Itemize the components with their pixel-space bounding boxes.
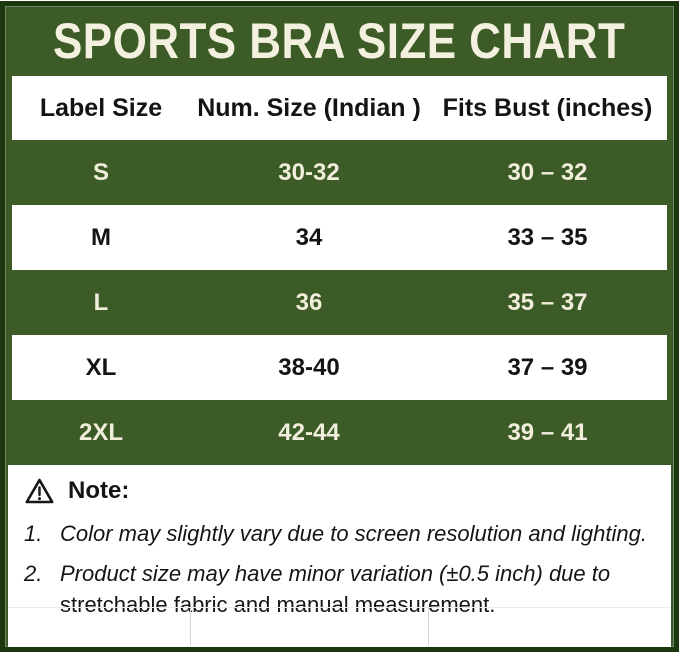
- cell-label: 2XL: [78, 418, 123, 446]
- note-heading-label: Note:: [68, 477, 130, 504]
- column-header-label-size: Label Size: [39, 93, 163, 122]
- empty-table-row: [8, 607, 671, 647]
- table-row-xl: XL 38-40 37 – 39: [12, 335, 667, 400]
- table-row-s: S 30-32 30 – 32: [12, 140, 667, 205]
- table-row-l: L 36 35 – 37: [12, 270, 667, 335]
- cell-label: XL: [85, 353, 117, 381]
- note-item-number: 1.: [24, 521, 43, 546]
- note-item-text: Product size may have minor variation (±…: [60, 561, 611, 617]
- cell-num-size: 34: [295, 223, 323, 251]
- table-header-row: Label Size Num. Size (Indian ) Fits Bust…: [12, 76, 667, 140]
- cell-label: M: [91, 223, 111, 251]
- cell-bust: 37 – 39: [507, 353, 588, 381]
- cell-bust: 33 – 35: [507, 223, 588, 251]
- note-item-2: 2. Product size may have minor variation…: [24, 558, 657, 620]
- page-title: SPORTS BRA SIZE CHART: [53, 13, 626, 69]
- column-header-fits-bust: Fits Bust (inches): [442, 93, 653, 122]
- note-item-number: 2.: [24, 561, 43, 586]
- cell-num-size: 42-44: [278, 418, 340, 446]
- cell-num-size: 38-40: [278, 353, 340, 381]
- warning-icon: [25, 478, 54, 504]
- table-row-m: M 34 33 – 35: [12, 205, 667, 270]
- cell-bust: 39 – 41: [507, 418, 588, 446]
- note-section: Note: 1. Color may slightly vary due to …: [8, 465, 671, 647]
- cell-label: L: [93, 288, 109, 316]
- column-divider: [190, 608, 191, 645]
- cell-label: S: [92, 158, 109, 186]
- cell-bust: 30 – 32: [507, 158, 588, 186]
- note-item-text: Color may slightly vary due to screen re…: [60, 521, 647, 546]
- cell-num-size: 30-32: [278, 158, 340, 186]
- title-band: SPORTS BRA SIZE CHART: [5, 6, 674, 76]
- note-heading: Note:: [24, 477, 657, 505]
- column-divider: [428, 608, 429, 645]
- cell-bust: 35 – 37: [507, 288, 588, 316]
- table-row-2xl: 2XL 42-44 39 – 41: [12, 400, 667, 465]
- column-header-num-size: Num. Size (Indian ): [197, 93, 421, 122]
- cell-num-size: 36: [295, 288, 323, 316]
- note-item-1: 1. Color may slightly vary due to screen…: [24, 518, 657, 549]
